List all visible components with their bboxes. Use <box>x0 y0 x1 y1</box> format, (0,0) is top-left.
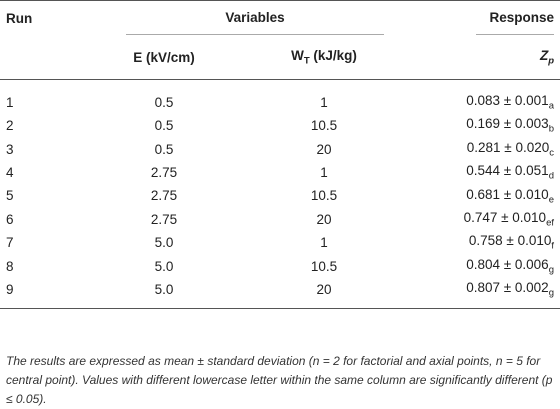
cell-z: 0.804 ± 0.006g <box>418 254 560 277</box>
cell-z-value: 0.681 ± 0.010 <box>466 186 549 202</box>
cell-e: 0.5 <box>154 118 174 134</box>
cell-z-value: 0.083 ± 0.001 <box>466 92 549 108</box>
cell-run: 7 <box>6 235 14 251</box>
cell-z-value: 0.804 ± 0.006 <box>466 256 549 272</box>
cell-run: 9 <box>6 281 14 297</box>
table-row: 3 0.5 20 0.281 ± 0.020c <box>0 137 560 160</box>
cell-run: 1 <box>6 94 14 110</box>
cell-z: 0.681 ± 0.010e <box>418 184 560 207</box>
header-variables-label: Variables <box>225 10 285 25</box>
cell-z-letter: a <box>548 100 554 112</box>
cell-e: 5.0 <box>154 258 174 274</box>
cell-run: 4 <box>6 164 14 180</box>
cell-e: 2.75 <box>150 188 178 204</box>
cell-z: 0.807 ± 0.002g <box>418 278 560 309</box>
header-z-sub: p <box>548 55 554 67</box>
cell-run: 6 <box>6 211 14 227</box>
cell-z: 0.169 ± 0.003b <box>418 114 560 137</box>
cell-e: 5.0 <box>154 235 174 251</box>
cell-w: 1 <box>320 235 328 251</box>
results-table: Run Variables Response E (kV/cm) WT (kJ/… <box>0 0 560 309</box>
cell-z-letter: ef <box>546 217 554 229</box>
table-row: 7 5.0 1 0.758 ± 0.010f <box>0 231 560 254</box>
cell-z-value: 0.747 ± 0.010 <box>463 209 547 225</box>
table-body: 1 0.5 1 0.083 ± 0.001a 2 0.5 10.5 0.169 … <box>0 80 560 309</box>
header-e: E (kV/cm) <box>133 49 195 65</box>
cell-z-letter: d <box>548 170 554 182</box>
cell-e: 0.5 <box>154 141 174 157</box>
table-row: 1 0.5 1 0.083 ± 0.001a <box>0 80 560 115</box>
cell-run: 2 <box>6 118 14 134</box>
cell-w: 10.5 <box>310 258 338 274</box>
cell-w: 1 <box>320 164 328 180</box>
cell-w: 10.5 <box>310 118 338 134</box>
cell-z-letter: c <box>549 147 554 159</box>
header-variables: Variables <box>98 1 418 35</box>
header-run-blank <box>0 35 98 80</box>
cell-z-letter: e <box>548 194 554 206</box>
table-row: 4 2.75 1 0.544 ± 0.051d <box>0 161 560 184</box>
table-row: 2 0.5 10.5 0.169 ± 0.003b <box>0 114 560 137</box>
header-zp: Zp <box>418 35 560 80</box>
header-w: WT (kJ/kg) <box>230 35 418 80</box>
cell-z-letter: f <box>551 240 554 252</box>
table-footnote: The results are expressed as mean ± stan… <box>6 354 553 406</box>
header-w-sub: T <box>303 55 310 67</box>
cell-z-letter: g <box>548 264 554 276</box>
cell-run: 8 <box>6 258 14 274</box>
header-response-label: Response <box>489 10 554 25</box>
cell-z-value: 0.807 ± 0.002 <box>466 280 549 296</box>
cell-e: 2.75 <box>150 211 178 227</box>
table-row: 5 2.75 10.5 0.681 ± 0.010e <box>0 184 560 207</box>
cell-w: 1 <box>320 94 328 110</box>
cell-z: 0.083 ± 0.001a <box>418 80 560 115</box>
cell-z: 0.747 ± 0.010ef <box>418 208 560 231</box>
table-row: 9 5.0 20 0.807 ± 0.002g <box>0 278 560 309</box>
table-row: 8 5.0 10.5 0.804 ± 0.006g <box>0 254 560 277</box>
cell-z: 0.281 ± 0.020c <box>418 137 560 160</box>
cell-z-value: 0.169 ± 0.003 <box>466 116 549 132</box>
header-run: Run <box>6 10 33 26</box>
cell-w: 20 <box>316 281 332 297</box>
header-z-main: Z <box>539 47 549 63</box>
cell-z: 0.544 ± 0.051d <box>418 161 560 184</box>
header-w-main: W <box>291 47 304 63</box>
cell-z-value: 0.281 ± 0.020 <box>466 139 550 155</box>
cell-z-letter: b <box>548 124 554 136</box>
cell-z-letter: g <box>548 287 554 299</box>
cell-e: 0.5 <box>154 94 174 110</box>
cell-z-value: 0.758 ± 0.010 <box>468 233 552 249</box>
cell-w: 10.5 <box>310 188 338 204</box>
cell-z-value: 0.544 ± 0.051 <box>466 163 549 179</box>
cell-e: 2.75 <box>150 164 178 180</box>
cell-e: 5.0 <box>154 281 174 297</box>
cell-z: 0.758 ± 0.010f <box>418 231 560 254</box>
header-w-unit: (kJ/kg) <box>309 47 357 63</box>
cell-w: 20 <box>316 211 332 227</box>
cell-run: 3 <box>6 141 14 157</box>
header-response: Response <box>418 1 560 35</box>
cell-run: 5 <box>6 188 14 204</box>
table-row: 6 2.75 20 0.747 ± 0.010ef <box>0 208 560 231</box>
cell-w: 20 <box>316 141 332 157</box>
